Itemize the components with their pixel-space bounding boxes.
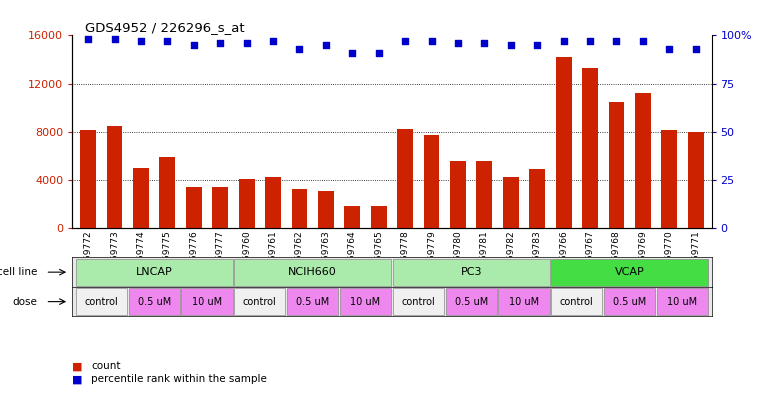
Bar — [609, 101, 624, 228]
Bar — [635, 93, 651, 228]
Text: control: control — [243, 297, 277, 307]
Text: 10 uM: 10 uM — [509, 297, 539, 307]
Bar — [212, 187, 228, 228]
Bar — [393, 259, 549, 286]
Bar — [688, 132, 704, 228]
Point — [689, 46, 702, 52]
Bar — [340, 288, 391, 315]
Point — [558, 38, 570, 44]
Bar — [133, 168, 149, 228]
Point — [240, 40, 253, 46]
Bar — [604, 288, 655, 315]
Bar — [129, 288, 180, 315]
Point — [452, 40, 464, 46]
Text: LNCAP: LNCAP — [135, 267, 173, 277]
Bar — [498, 288, 549, 315]
Bar — [397, 129, 413, 228]
Point — [637, 38, 649, 44]
Bar — [76, 259, 233, 286]
Point — [109, 36, 121, 42]
Point — [373, 50, 385, 56]
Bar — [181, 288, 233, 315]
Bar — [234, 288, 285, 315]
Point — [399, 38, 411, 44]
Bar — [393, 288, 444, 315]
Text: control: control — [84, 297, 118, 307]
Bar — [450, 160, 466, 228]
Point — [320, 42, 332, 48]
Bar — [424, 135, 439, 228]
Point — [135, 38, 147, 44]
Text: dose: dose — [12, 297, 37, 307]
Point — [610, 38, 622, 44]
Text: NCIH660: NCIH660 — [288, 267, 337, 277]
Bar — [551, 288, 603, 315]
Text: ■: ■ — [72, 374, 83, 384]
Bar — [476, 160, 492, 228]
Text: control: control — [560, 297, 594, 307]
Point — [663, 46, 675, 52]
Bar — [186, 187, 202, 228]
Point — [188, 42, 200, 48]
Bar — [265, 177, 281, 228]
Bar — [287, 288, 339, 315]
Bar — [76, 288, 127, 315]
Bar — [445, 288, 497, 315]
Text: 0.5 uM: 0.5 uM — [613, 297, 646, 307]
Point — [531, 42, 543, 48]
Bar — [345, 206, 360, 228]
Bar — [657, 288, 708, 315]
Bar — [551, 259, 708, 286]
Bar — [371, 206, 387, 228]
Point — [161, 38, 174, 44]
Point — [294, 46, 306, 52]
Text: VCAP: VCAP — [615, 267, 645, 277]
Bar — [107, 126, 123, 228]
Bar — [503, 177, 519, 228]
Point — [478, 40, 490, 46]
Bar — [80, 130, 96, 228]
Point — [505, 42, 517, 48]
Bar — [318, 191, 334, 228]
Text: percentile rank within the sample: percentile rank within the sample — [91, 374, 267, 384]
Text: ■: ■ — [72, 361, 83, 371]
Text: 10 uM: 10 uM — [192, 297, 222, 307]
Text: count: count — [91, 361, 121, 371]
Bar — [234, 259, 391, 286]
Point — [584, 38, 596, 44]
Text: 10 uM: 10 uM — [667, 297, 698, 307]
Text: cell line: cell line — [0, 267, 37, 277]
Text: 0.5 uM: 0.5 uM — [296, 297, 330, 307]
Point — [82, 36, 94, 42]
Text: PC3: PC3 — [460, 267, 482, 277]
Bar — [529, 169, 545, 228]
Text: control: control — [402, 297, 435, 307]
Point — [346, 50, 358, 56]
Point — [425, 38, 438, 44]
Bar — [239, 178, 255, 228]
Point — [214, 40, 226, 46]
Text: 10 uM: 10 uM — [350, 297, 380, 307]
Bar — [291, 189, 307, 228]
Bar — [661, 130, 677, 228]
Point — [267, 38, 279, 44]
Bar — [582, 68, 598, 228]
Bar — [556, 57, 572, 228]
Text: 0.5 uM: 0.5 uM — [138, 297, 170, 307]
Text: 0.5 uM: 0.5 uM — [454, 297, 488, 307]
Text: GDS4952 / 226296_s_at: GDS4952 / 226296_s_at — [85, 21, 245, 34]
Bar — [160, 157, 175, 228]
